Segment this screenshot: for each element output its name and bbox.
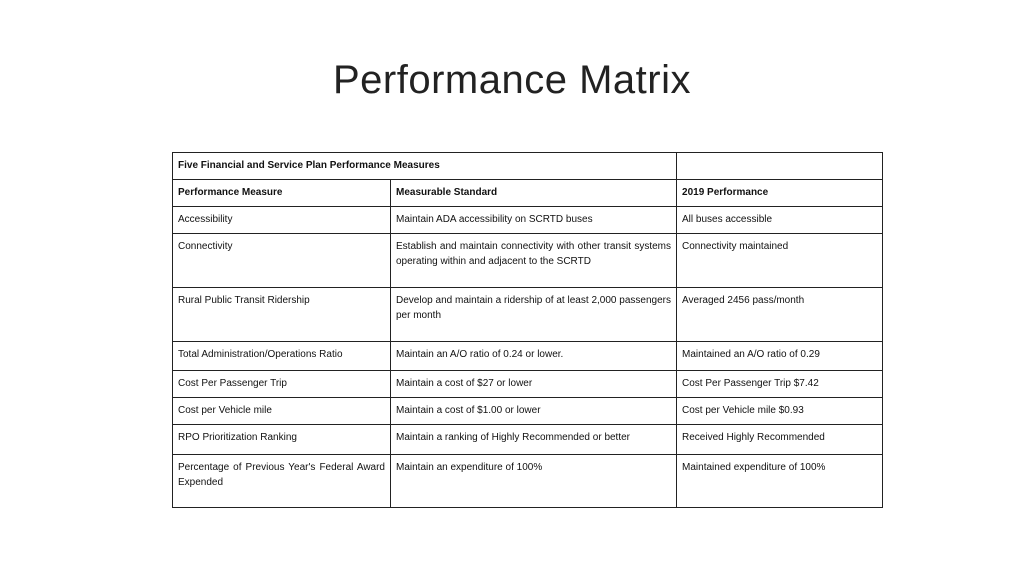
table-section-header-row: Five Financial and Service Plan Performa… (171, 152, 884, 180)
table-cell: Total Administration/Operations Ratio (172, 341, 391, 371)
table-cell: Cost per Vehicle mile (172, 397, 391, 425)
table-row: Rural Public Transit Ridership Develop a… (172, 287, 884, 342)
section-header-cell: Five Financial and Service Plan Performa… (171, 152, 678, 180)
table-cell: Maintain an A/O ratio of 0.24 or lower. (389, 341, 678, 371)
table-cell: Maintained an A/O ratio of 0.29 (676, 341, 884, 371)
table-cell: Develop and maintain a ridership of at l… (389, 287, 678, 342)
column-header-measurable-standard: Measurable Standard (389, 179, 678, 207)
table-row: Accessibility Maintain ADA accessibility… (172, 206, 884, 234)
table-cell: Cost per Vehicle mile $0.93 (676, 397, 884, 425)
table-cell: Cost Per Passenger Trip (172, 370, 391, 398)
table-cell: Maintained expenditure of 100% (676, 454, 884, 508)
table-cell: Percentage of Previous Year's Federal Aw… (172, 454, 391, 508)
table-cell: Maintain a ranking of Highly Recommended… (389, 424, 678, 455)
empty-header-cell (676, 152, 884, 180)
table-row: RPO Prioritization Ranking Maintain a ra… (172, 424, 884, 455)
table-cell: RPO Prioritization Ranking (172, 424, 391, 455)
table-cell: All buses accessible (676, 206, 884, 234)
page-title: Performance Matrix (333, 58, 691, 102)
table-cell: Accessibility (172, 206, 391, 234)
table-cell: Received Highly Recommended (676, 424, 884, 455)
table-cell: Maintain a cost of $27 or lower (389, 370, 678, 398)
table-cell: Connectivity maintained (676, 233, 884, 288)
table-row: Total Administration/Operations Ratio Ma… (172, 341, 884, 371)
table-cell: Rural Public Transit Ridership (172, 287, 391, 342)
column-header-performance-measure: Performance Measure (172, 179, 391, 207)
table-header-row: Performance Measure Measurable Standard … (172, 179, 884, 207)
table-row: Cost Per Passenger Trip Maintain a cost … (172, 370, 884, 398)
table-row: Percentage of Previous Year's Federal Aw… (172, 454, 884, 508)
table-cell: Averaged 2456 pass/month (676, 287, 884, 342)
performance-matrix-table: Five Financial and Service Plan Performa… (171, 152, 884, 508)
table-cell: Maintain ADA accessibility on SCRTD buse… (389, 206, 678, 234)
table-cell: Cost Per Passenger Trip $7.42 (676, 370, 884, 398)
table-cell: Maintain an expenditure of 100% (389, 454, 678, 508)
table-cell: Connectivity (172, 233, 391, 288)
table-cell: Establish and maintain connectivity with… (389, 233, 678, 288)
table-cell: Maintain a cost of $1.00 or lower (389, 397, 678, 425)
table-row: Connectivity Establish and maintain conn… (172, 233, 884, 288)
column-header-2019-performance: 2019 Performance (676, 179, 884, 207)
table-row: Cost per Vehicle mile Maintain a cost of… (172, 397, 884, 425)
